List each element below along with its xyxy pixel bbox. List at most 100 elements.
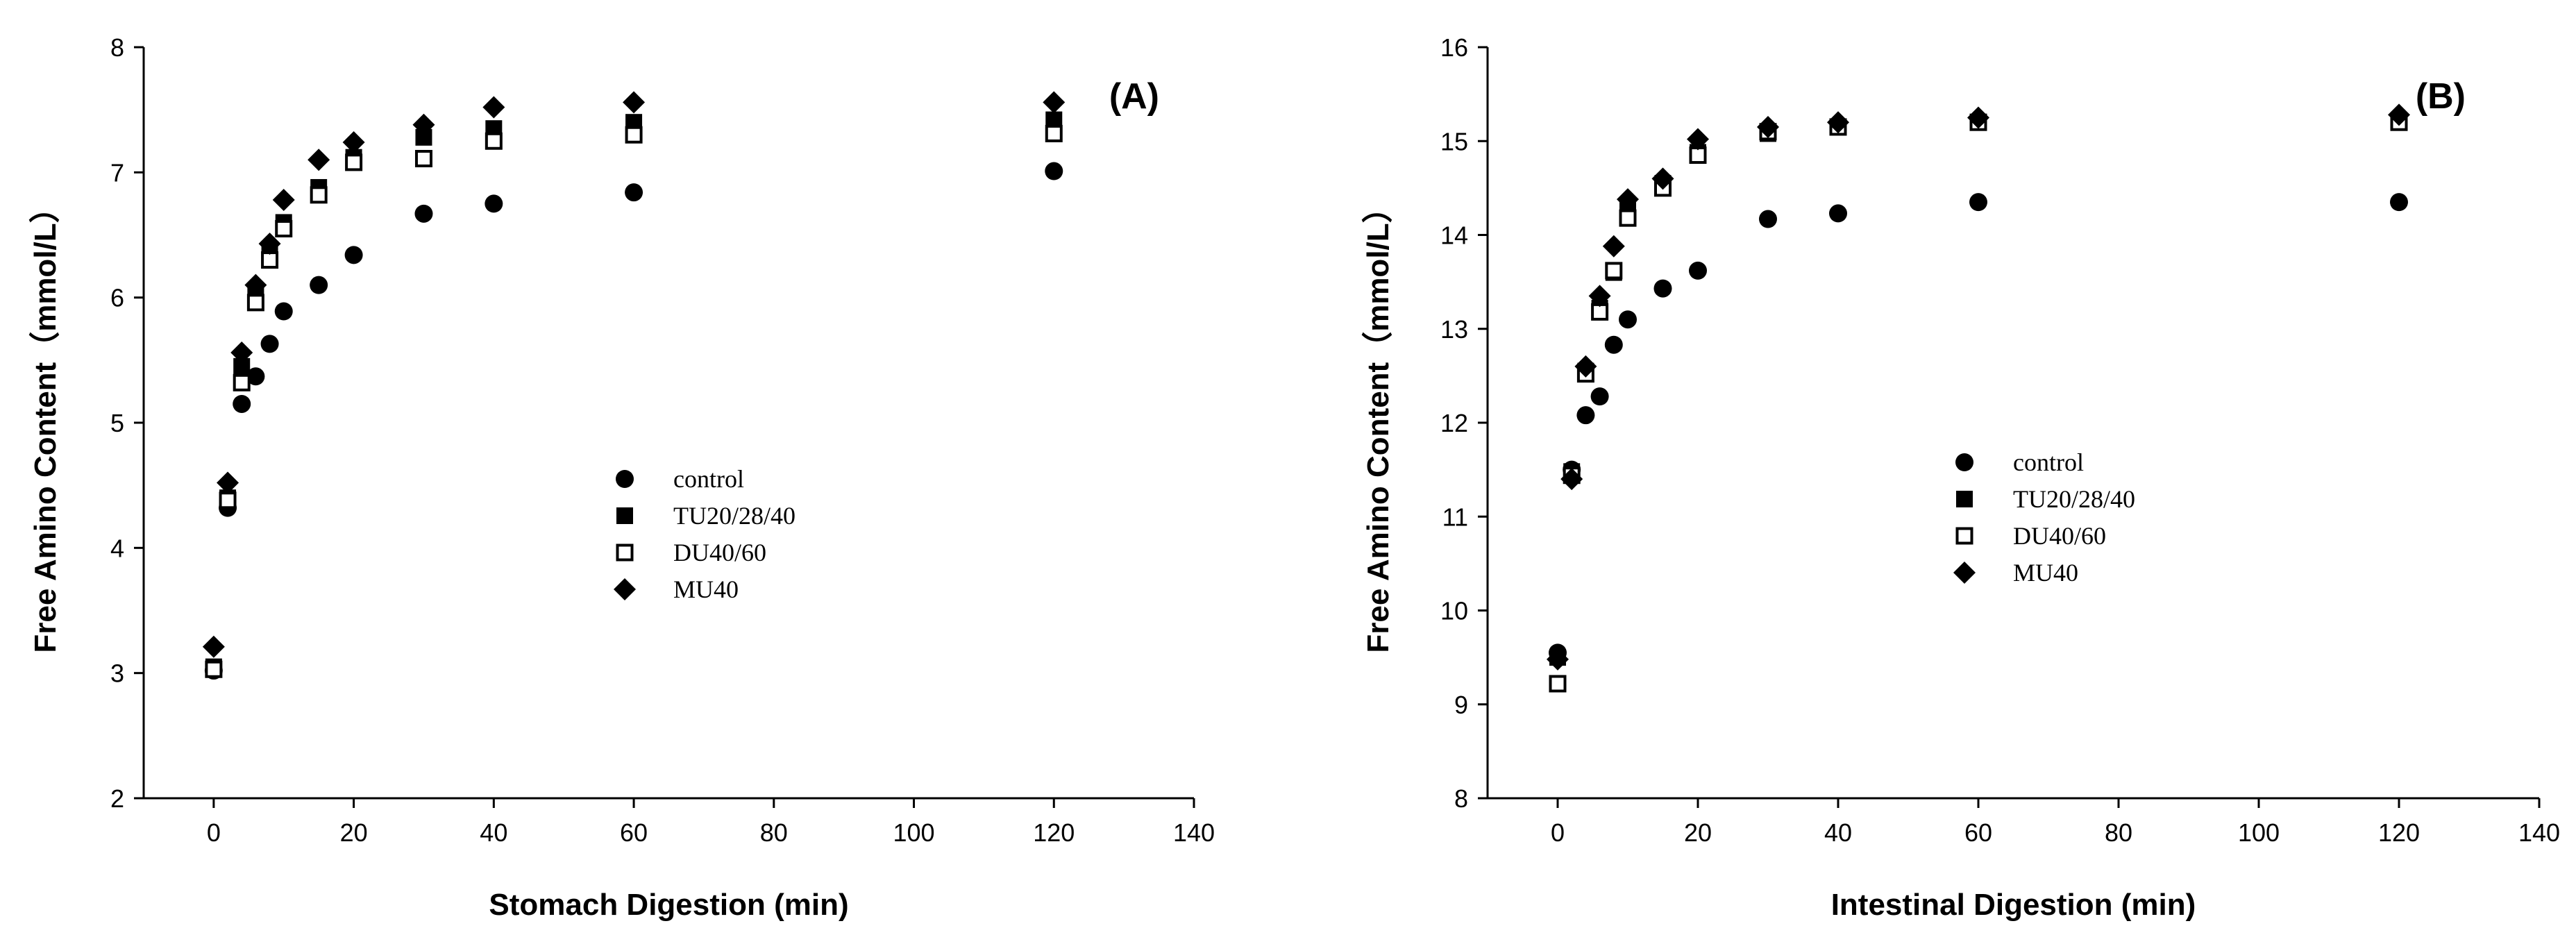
data-point: [1574, 355, 1597, 378]
x-tick-label: 140: [2518, 818, 2560, 847]
data-point: [1549, 675, 1567, 693]
data-point: [1617, 188, 1639, 211]
data-point: [2388, 103, 2410, 126]
series-du40-60: [205, 124, 1063, 678]
data-point: [308, 149, 330, 171]
data-point: [625, 126, 643, 144]
data-point: [485, 194, 503, 213]
panel-label: (A): [1109, 76, 1159, 117]
data-point: [246, 367, 265, 386]
legend-label: control: [2013, 448, 2084, 476]
y-tick-label: 9: [1454, 691, 1468, 719]
data-point: [1604, 335, 1623, 354]
data-point: [1590, 387, 1609, 406]
series-control: [204, 162, 1063, 680]
data-point: [244, 273, 267, 296]
legend-label: MU40: [673, 575, 739, 603]
legend-label: TU20/28/40: [673, 502, 795, 530]
data-point: [412, 113, 435, 136]
data-point: [1576, 406, 1595, 425]
y-tick-label: 10: [1440, 597, 1468, 625]
legend-label: MU40: [2013, 559, 2078, 587]
y-tick-label: 12: [1440, 409, 1468, 437]
data-point: [2390, 193, 2408, 212]
data-point: [217, 471, 239, 494]
y-tick-label: 5: [110, 409, 124, 437]
legend-marker: [614, 578, 636, 600]
data-point: [1967, 106, 1989, 129]
y-axis-title: Free Amino Content（mmol/L）: [28, 192, 62, 652]
y-tick-label: 15: [1440, 127, 1468, 155]
data-point: [246, 294, 264, 312]
y-tick-label: 3: [110, 659, 124, 688]
legend-label: TU20/28/40: [2013, 485, 2135, 513]
x-tick-label: 40: [480, 818, 507, 847]
data-point: [275, 219, 293, 237]
x-tick-label: 40: [1824, 818, 1852, 847]
y-tick-label: 8: [1454, 784, 1468, 813]
data-point: [625, 183, 643, 202]
data-point: [482, 96, 505, 119]
y-tick-label: 2: [110, 784, 124, 813]
legend: control TU20/28/40 DU40/60 MU40: [614, 465, 795, 603]
data-point: [1602, 235, 1625, 258]
x-tick-label: 60: [1964, 818, 1992, 847]
data-point: [1759, 210, 1777, 228]
data-point: [233, 373, 251, 391]
legend-label: DU40/60: [2013, 522, 2106, 550]
y-tick-label: 11: [1442, 503, 1468, 531]
y-tick-label: 14: [1440, 221, 1468, 250]
x-tick-label: 140: [1173, 818, 1215, 847]
data-point: [258, 233, 281, 255]
x-tick-label: 60: [620, 818, 648, 847]
data-point: [310, 186, 328, 204]
x-tick-label: 20: [340, 818, 368, 847]
legend-marker: [616, 470, 634, 488]
data-point: [485, 132, 503, 150]
panel-label: (B): [2416, 76, 2466, 117]
x-tick-label: 80: [760, 818, 788, 847]
data-point: [1687, 128, 1709, 151]
data-point: [310, 276, 328, 294]
data-point: [344, 246, 363, 264]
data-point: [1045, 162, 1063, 180]
legend-marker: [1955, 453, 1973, 471]
data-point: [342, 131, 365, 154]
data-point: [260, 335, 279, 353]
data-point: [623, 91, 646, 114]
y-tick-label: 13: [1440, 315, 1468, 344]
legend-marker: [616, 543, 634, 562]
data-point: [205, 660, 223, 678]
x-tick-label: 0: [1551, 818, 1565, 847]
data-point: [1560, 468, 1583, 491]
legend-label: control: [673, 465, 744, 493]
data-point: [230, 342, 253, 364]
data-point: [1588, 285, 1611, 307]
series-control: [1549, 193, 2408, 662]
y-tick-label: 16: [1440, 33, 1468, 62]
x-axis-title: Stomach Digestion (min): [489, 888, 848, 922]
data-point: [261, 251, 279, 269]
legend: control TU20/28/40 DU40/60 MU40: [1953, 448, 2135, 587]
data-point: [1653, 279, 1672, 298]
x-tick-label: 0: [207, 818, 221, 847]
y-axis-title: Free Amino Content（mmol/L）: [1361, 192, 1395, 652]
data-point: [1547, 648, 1569, 671]
legend-marker: [1956, 491, 1973, 507]
data-point: [272, 189, 295, 212]
data-point: [219, 491, 237, 509]
data-point: [414, 204, 433, 223]
legend-marker: [1955, 527, 1973, 545]
data-point: [1619, 310, 1637, 329]
legend-marker: [616, 507, 633, 524]
data-point: [1829, 204, 1847, 223]
x-tick-label: 100: [893, 818, 934, 847]
legend-marker: [1953, 562, 1976, 584]
data-point: [202, 635, 225, 658]
data-point: [1827, 111, 1849, 134]
data-point: [1689, 261, 1707, 280]
data-point: [1651, 167, 1674, 190]
data-point: [1969, 193, 1987, 212]
